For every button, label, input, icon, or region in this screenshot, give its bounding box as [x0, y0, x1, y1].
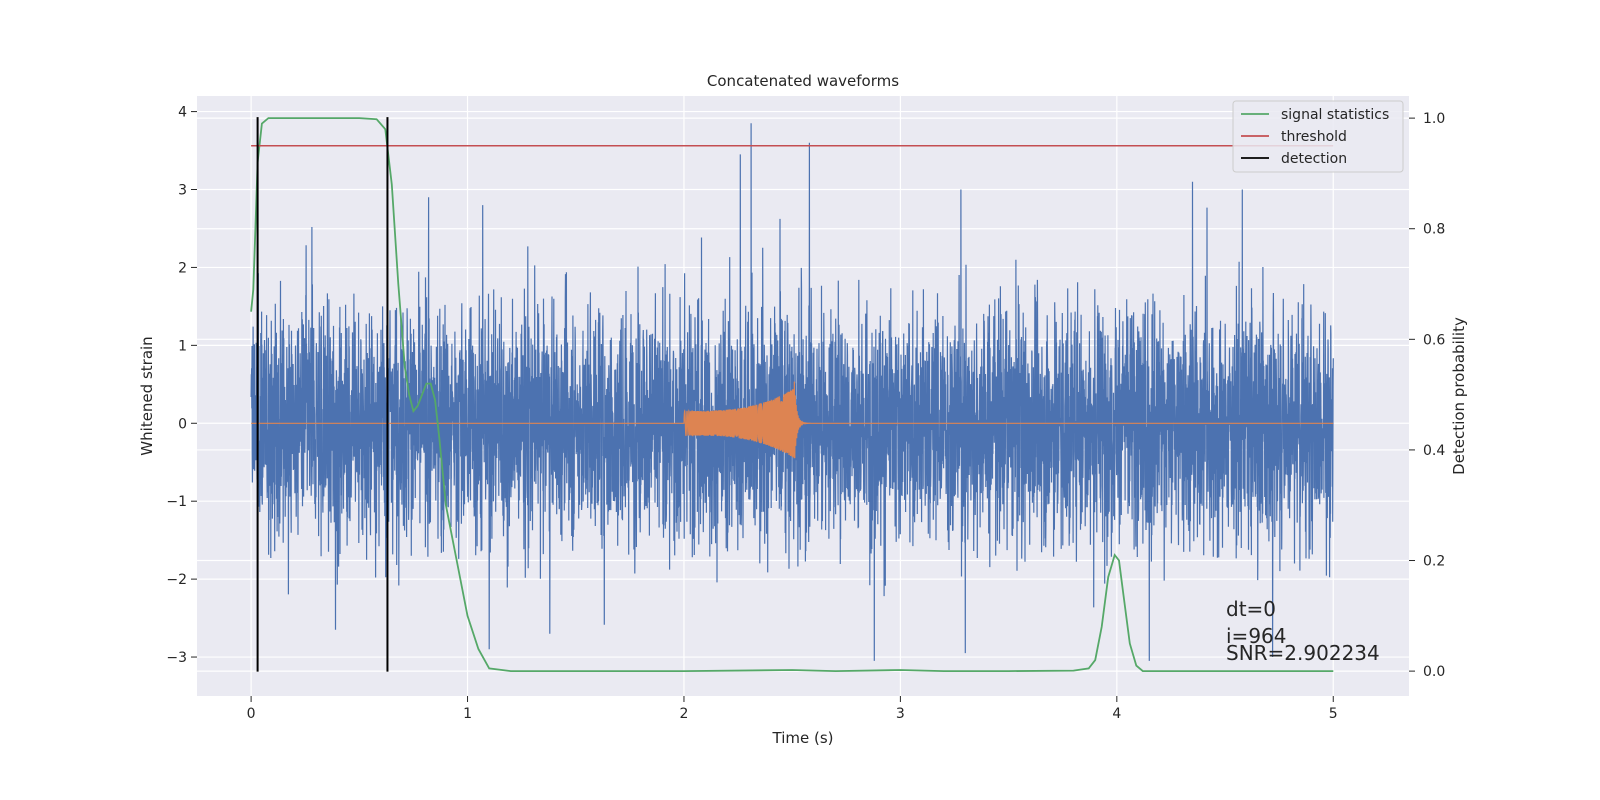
- x-tick-label: 0: [247, 706, 256, 722]
- y2-tick-label: 0.8: [1423, 222, 1445, 238]
- y2-axis-ticks: 0.0 0.2 0.4 0.6 0.8 1.0: [1409, 111, 1445, 680]
- legend: signal statistics threshold detection: [1232, 100, 1404, 173]
- y-axis-ticks: −3 −2 −1 0 1 2 3 4: [166, 105, 197, 666]
- legend-box: [1232, 100, 1404, 173]
- y2-tick-label: 0.4: [1423, 443, 1445, 459]
- signal-statistics-series-line: [250, 117, 1334, 673]
- x-tick-label: 4: [1112, 706, 1121, 722]
- legend-label-signal-statistics: signal statistics: [1281, 107, 1389, 123]
- detection-lines: [256, 117, 389, 672]
- y2-axis-label: Detection probability: [1450, 317, 1468, 475]
- annotation-dt: dt=0: [1226, 597, 1276, 621]
- x-tick-label: 5: [1329, 706, 1338, 722]
- y-tick-label: 3: [178, 183, 187, 199]
- x-axis-ticks: 0 1 2 3 4 5: [247, 696, 1338, 722]
- y-tick-label: 0: [178, 416, 187, 432]
- annotation-snr: SNR=2.902234: [1226, 641, 1380, 665]
- x-tick-label: 2: [680, 706, 689, 722]
- x-axis-label: Time (s): [772, 729, 834, 747]
- x-tick-label: 1: [463, 706, 472, 722]
- chart-title: Concatenated waveforms: [707, 72, 899, 90]
- y-tick-label: 4: [178, 105, 187, 121]
- y2-tick-label: 0.6: [1423, 332, 1445, 348]
- y-tick-label: −2: [166, 572, 187, 588]
- y2-tick-label: 1.0: [1423, 111, 1445, 127]
- legend-label-detection: detection: [1281, 151, 1347, 167]
- annotation-index: i=964: [1226, 624, 1287, 648]
- y-tick-label: −3: [166, 650, 187, 666]
- y2-tick-label: 0.0: [1423, 664, 1445, 680]
- x-tick-label: 3: [896, 706, 905, 722]
- y-tick-label: 2: [178, 260, 187, 276]
- y-tick-label: 1: [178, 338, 187, 354]
- y2-tick-label: 0.2: [1423, 554, 1445, 570]
- y-tick-label: −1: [166, 494, 187, 510]
- y-axis-label: Whitened strain: [138, 336, 156, 455]
- injection-series-line: [251, 381, 1334, 459]
- legend-label-threshold: threshold: [1281, 129, 1347, 145]
